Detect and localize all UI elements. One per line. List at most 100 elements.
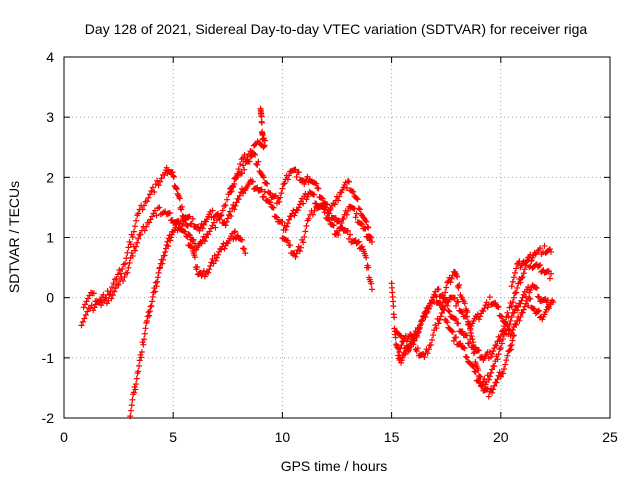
data-point	[497, 332, 504, 339]
data-point	[430, 332, 437, 339]
data-point	[335, 231, 342, 238]
data-point	[208, 225, 215, 232]
data-point	[109, 292, 116, 299]
data-point	[152, 279, 159, 286]
data-point	[169, 169, 176, 176]
data-point	[425, 305, 432, 312]
data-point	[149, 298, 156, 305]
data-point	[149, 213, 156, 220]
data-point	[147, 216, 154, 223]
data-point	[484, 304, 491, 311]
data-point	[368, 286, 375, 293]
data-point	[226, 189, 233, 196]
data-point	[163, 164, 170, 171]
data-point	[513, 289, 520, 296]
data-point	[212, 257, 219, 264]
data-point	[467, 326, 474, 333]
data-point	[438, 309, 445, 316]
data-point	[521, 303, 528, 310]
data-point	[509, 299, 516, 306]
data-point	[139, 206, 146, 213]
data-point	[242, 158, 249, 165]
data-point	[184, 233, 191, 240]
data-point	[397, 332, 404, 339]
data-point	[491, 363, 498, 370]
data-point	[126, 259, 133, 266]
data-point	[463, 332, 470, 339]
data-point	[481, 376, 488, 383]
data-point	[241, 166, 248, 173]
series-track-1	[78, 148, 375, 329]
data-point	[234, 232, 241, 239]
data-point	[288, 213, 295, 220]
data-point	[146, 312, 153, 319]
data-point	[354, 196, 361, 203]
data-point	[331, 201, 338, 208]
data-point	[518, 297, 525, 304]
data-point	[133, 381, 140, 388]
series-track-2	[80, 177, 373, 311]
data-point	[82, 311, 89, 318]
data-point	[198, 240, 205, 247]
data-point	[240, 162, 247, 169]
data-point	[343, 211, 350, 218]
data-point	[537, 245, 544, 252]
data-point	[490, 386, 497, 393]
data-point	[496, 337, 503, 344]
data-point	[355, 205, 362, 212]
data-point	[395, 352, 402, 359]
data-point	[494, 376, 501, 383]
data-point	[463, 354, 470, 361]
data-point	[202, 234, 209, 241]
data-point	[475, 367, 482, 374]
data-point	[292, 253, 299, 260]
data-point	[232, 202, 239, 209]
data-point	[258, 119, 265, 126]
data-point	[119, 266, 126, 273]
y-tick-label: 3	[46, 109, 54, 125]
data-point	[252, 141, 259, 148]
data-point	[508, 283, 515, 290]
data-point	[285, 172, 292, 179]
data-point	[411, 336, 418, 343]
data-point	[519, 294, 526, 301]
data-point	[451, 294, 458, 301]
data-point	[343, 184, 350, 191]
data-point	[279, 218, 286, 225]
data-point	[401, 351, 408, 358]
data-point	[79, 318, 86, 325]
data-point	[254, 161, 261, 168]
y-tick-label: 2	[46, 169, 54, 185]
data-point	[282, 227, 289, 234]
y-tick-label: 1	[46, 230, 54, 246]
data-point	[238, 236, 245, 243]
data-point	[142, 325, 149, 332]
data-point	[518, 275, 525, 282]
data-point	[398, 342, 405, 349]
data-point	[140, 341, 147, 348]
data-point	[359, 243, 366, 250]
data-point	[546, 275, 553, 282]
data-point	[546, 246, 553, 253]
data-point	[321, 209, 328, 216]
data-point	[477, 313, 484, 320]
data-point	[223, 218, 230, 225]
data-point	[501, 366, 508, 373]
data-point	[188, 243, 195, 250]
data-point	[514, 284, 521, 291]
data-point	[504, 309, 511, 316]
data-point	[536, 262, 543, 269]
data-point	[147, 303, 154, 310]
data-point	[436, 316, 443, 323]
data-point	[170, 173, 177, 180]
data-point	[537, 261, 544, 268]
data-point	[432, 291, 439, 298]
data-point	[340, 215, 347, 222]
data-point	[192, 254, 199, 261]
data-point	[492, 342, 499, 349]
data-point	[201, 238, 208, 245]
data-point	[157, 178, 164, 185]
data-point	[200, 267, 207, 274]
data-point	[548, 270, 555, 277]
data-point	[218, 212, 225, 219]
